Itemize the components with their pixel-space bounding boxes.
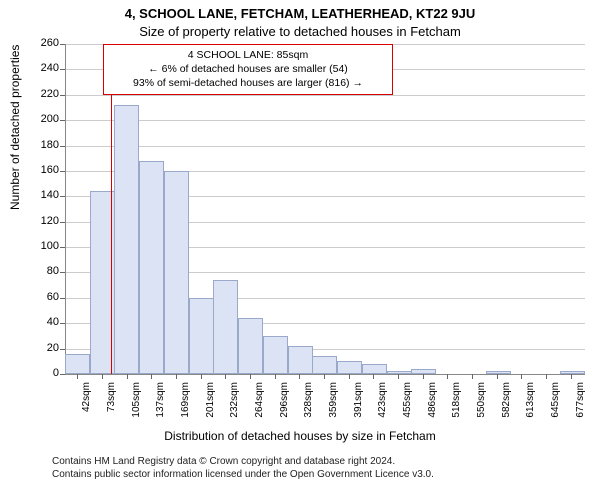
x-tick-label: 169sqm xyxy=(180,382,191,426)
y-tick-label: 160 xyxy=(31,164,59,176)
y-tick-label: 220 xyxy=(31,88,59,100)
x-tick-label: 73sqm xyxy=(106,382,117,426)
x-tick-mark xyxy=(546,374,547,379)
x-tick-label: 677sqm xyxy=(575,382,586,426)
x-tick-mark xyxy=(324,374,325,379)
histogram-bar xyxy=(288,346,313,374)
histogram-bar xyxy=(65,354,90,374)
x-tick-label: 582sqm xyxy=(501,382,512,426)
x-tick-mark xyxy=(423,374,424,379)
histogram-bar xyxy=(164,171,189,374)
histogram-bar xyxy=(362,364,387,374)
x-tick-mark xyxy=(373,374,374,379)
annotation-line1: 4 SCHOOL LANE: 85sqm xyxy=(110,48,386,62)
x-tick-label: 423sqm xyxy=(377,382,388,426)
y-tick-label: 180 xyxy=(31,139,59,151)
x-tick-mark xyxy=(472,374,473,379)
histogram-bar xyxy=(337,361,362,374)
y-tick-label: 260 xyxy=(31,37,59,49)
y-tick-label: 120 xyxy=(31,215,59,227)
histogram-bar xyxy=(139,161,164,374)
y-tick-label: 80 xyxy=(31,265,59,277)
x-tick-label: 201sqm xyxy=(205,382,216,426)
x-tick-label: 518sqm xyxy=(451,382,462,426)
x-tick-mark xyxy=(497,374,498,379)
x-axis-label: Distribution of detached houses by size … xyxy=(0,429,600,443)
x-tick-mark xyxy=(521,374,522,379)
page-title-address: 4, SCHOOL LANE, FETCHAM, LEATHERHEAD, KT… xyxy=(0,6,600,21)
x-tick-mark xyxy=(127,374,128,379)
y-tick-label: 60 xyxy=(31,291,59,303)
x-tick-label: 550sqm xyxy=(476,382,487,426)
y-tick-label: 0 xyxy=(31,367,59,379)
x-tick-label: 264sqm xyxy=(254,382,265,426)
x-tick-label: 296sqm xyxy=(279,382,290,426)
y-axis xyxy=(65,44,66,374)
x-tick-label: 232sqm xyxy=(229,382,240,426)
x-tick-mark xyxy=(349,374,350,379)
credit-line-2: Contains public sector information licen… xyxy=(52,469,434,480)
x-tick-mark xyxy=(151,374,152,379)
page-subtitle: Size of property relative to detached ho… xyxy=(0,24,600,39)
x-tick-mark xyxy=(571,374,572,379)
y-tick-label: 200 xyxy=(31,113,59,125)
histogram-bar xyxy=(312,356,337,374)
x-tick-label: 137sqm xyxy=(155,382,166,426)
histogram-bar xyxy=(238,318,263,374)
x-tick-label: 359sqm xyxy=(328,382,339,426)
x-tick-mark xyxy=(299,374,300,379)
histogram-bar xyxy=(213,280,238,374)
histogram-bar xyxy=(560,371,585,374)
x-tick-label: 455sqm xyxy=(402,382,413,426)
histogram-bar xyxy=(387,371,412,374)
x-tick-label: 613sqm xyxy=(525,382,536,426)
x-tick-mark xyxy=(447,374,448,379)
histogram-bar xyxy=(189,298,214,374)
x-tick-label: 645sqm xyxy=(550,382,561,426)
annotation-line3: 93% of semi-detached houses are larger (… xyxy=(110,76,386,90)
y-tick-label: 100 xyxy=(31,240,59,252)
x-tick-mark xyxy=(225,374,226,379)
x-tick-mark xyxy=(102,374,103,379)
histogram-bar xyxy=(486,371,511,374)
x-tick-mark xyxy=(176,374,177,379)
histogram-bar xyxy=(263,336,288,374)
annotation-line2: ← 6% of detached houses are smaller (54) xyxy=(110,62,386,76)
x-tick-label: 105sqm xyxy=(131,382,142,426)
x-tick-label: 328sqm xyxy=(303,382,314,426)
x-tick-mark xyxy=(275,374,276,379)
x-tick-mark xyxy=(201,374,202,379)
y-tick-label: 240 xyxy=(31,62,59,74)
gridline xyxy=(65,146,585,147)
x-tick-mark xyxy=(398,374,399,379)
y-axis-label: Number of detached properties xyxy=(8,45,22,210)
gridline xyxy=(65,95,585,96)
x-tick-label: 42sqm xyxy=(81,382,92,426)
x-tick-mark xyxy=(77,374,78,379)
y-tick-label: 140 xyxy=(31,189,59,201)
x-tick-label: 486sqm xyxy=(427,382,438,426)
y-tick-label: 20 xyxy=(31,342,59,354)
credit-line-1: Contains HM Land Registry data © Crown c… xyxy=(52,456,395,467)
y-tick-label: 40 xyxy=(31,316,59,328)
gridline xyxy=(65,120,585,121)
annotation-box: 4 SCHOOL LANE: 85sqm ← 6% of detached ho… xyxy=(103,44,393,95)
histogram-bar xyxy=(114,105,139,374)
x-tick-label: 391sqm xyxy=(353,382,364,426)
x-tick-mark xyxy=(250,374,251,379)
